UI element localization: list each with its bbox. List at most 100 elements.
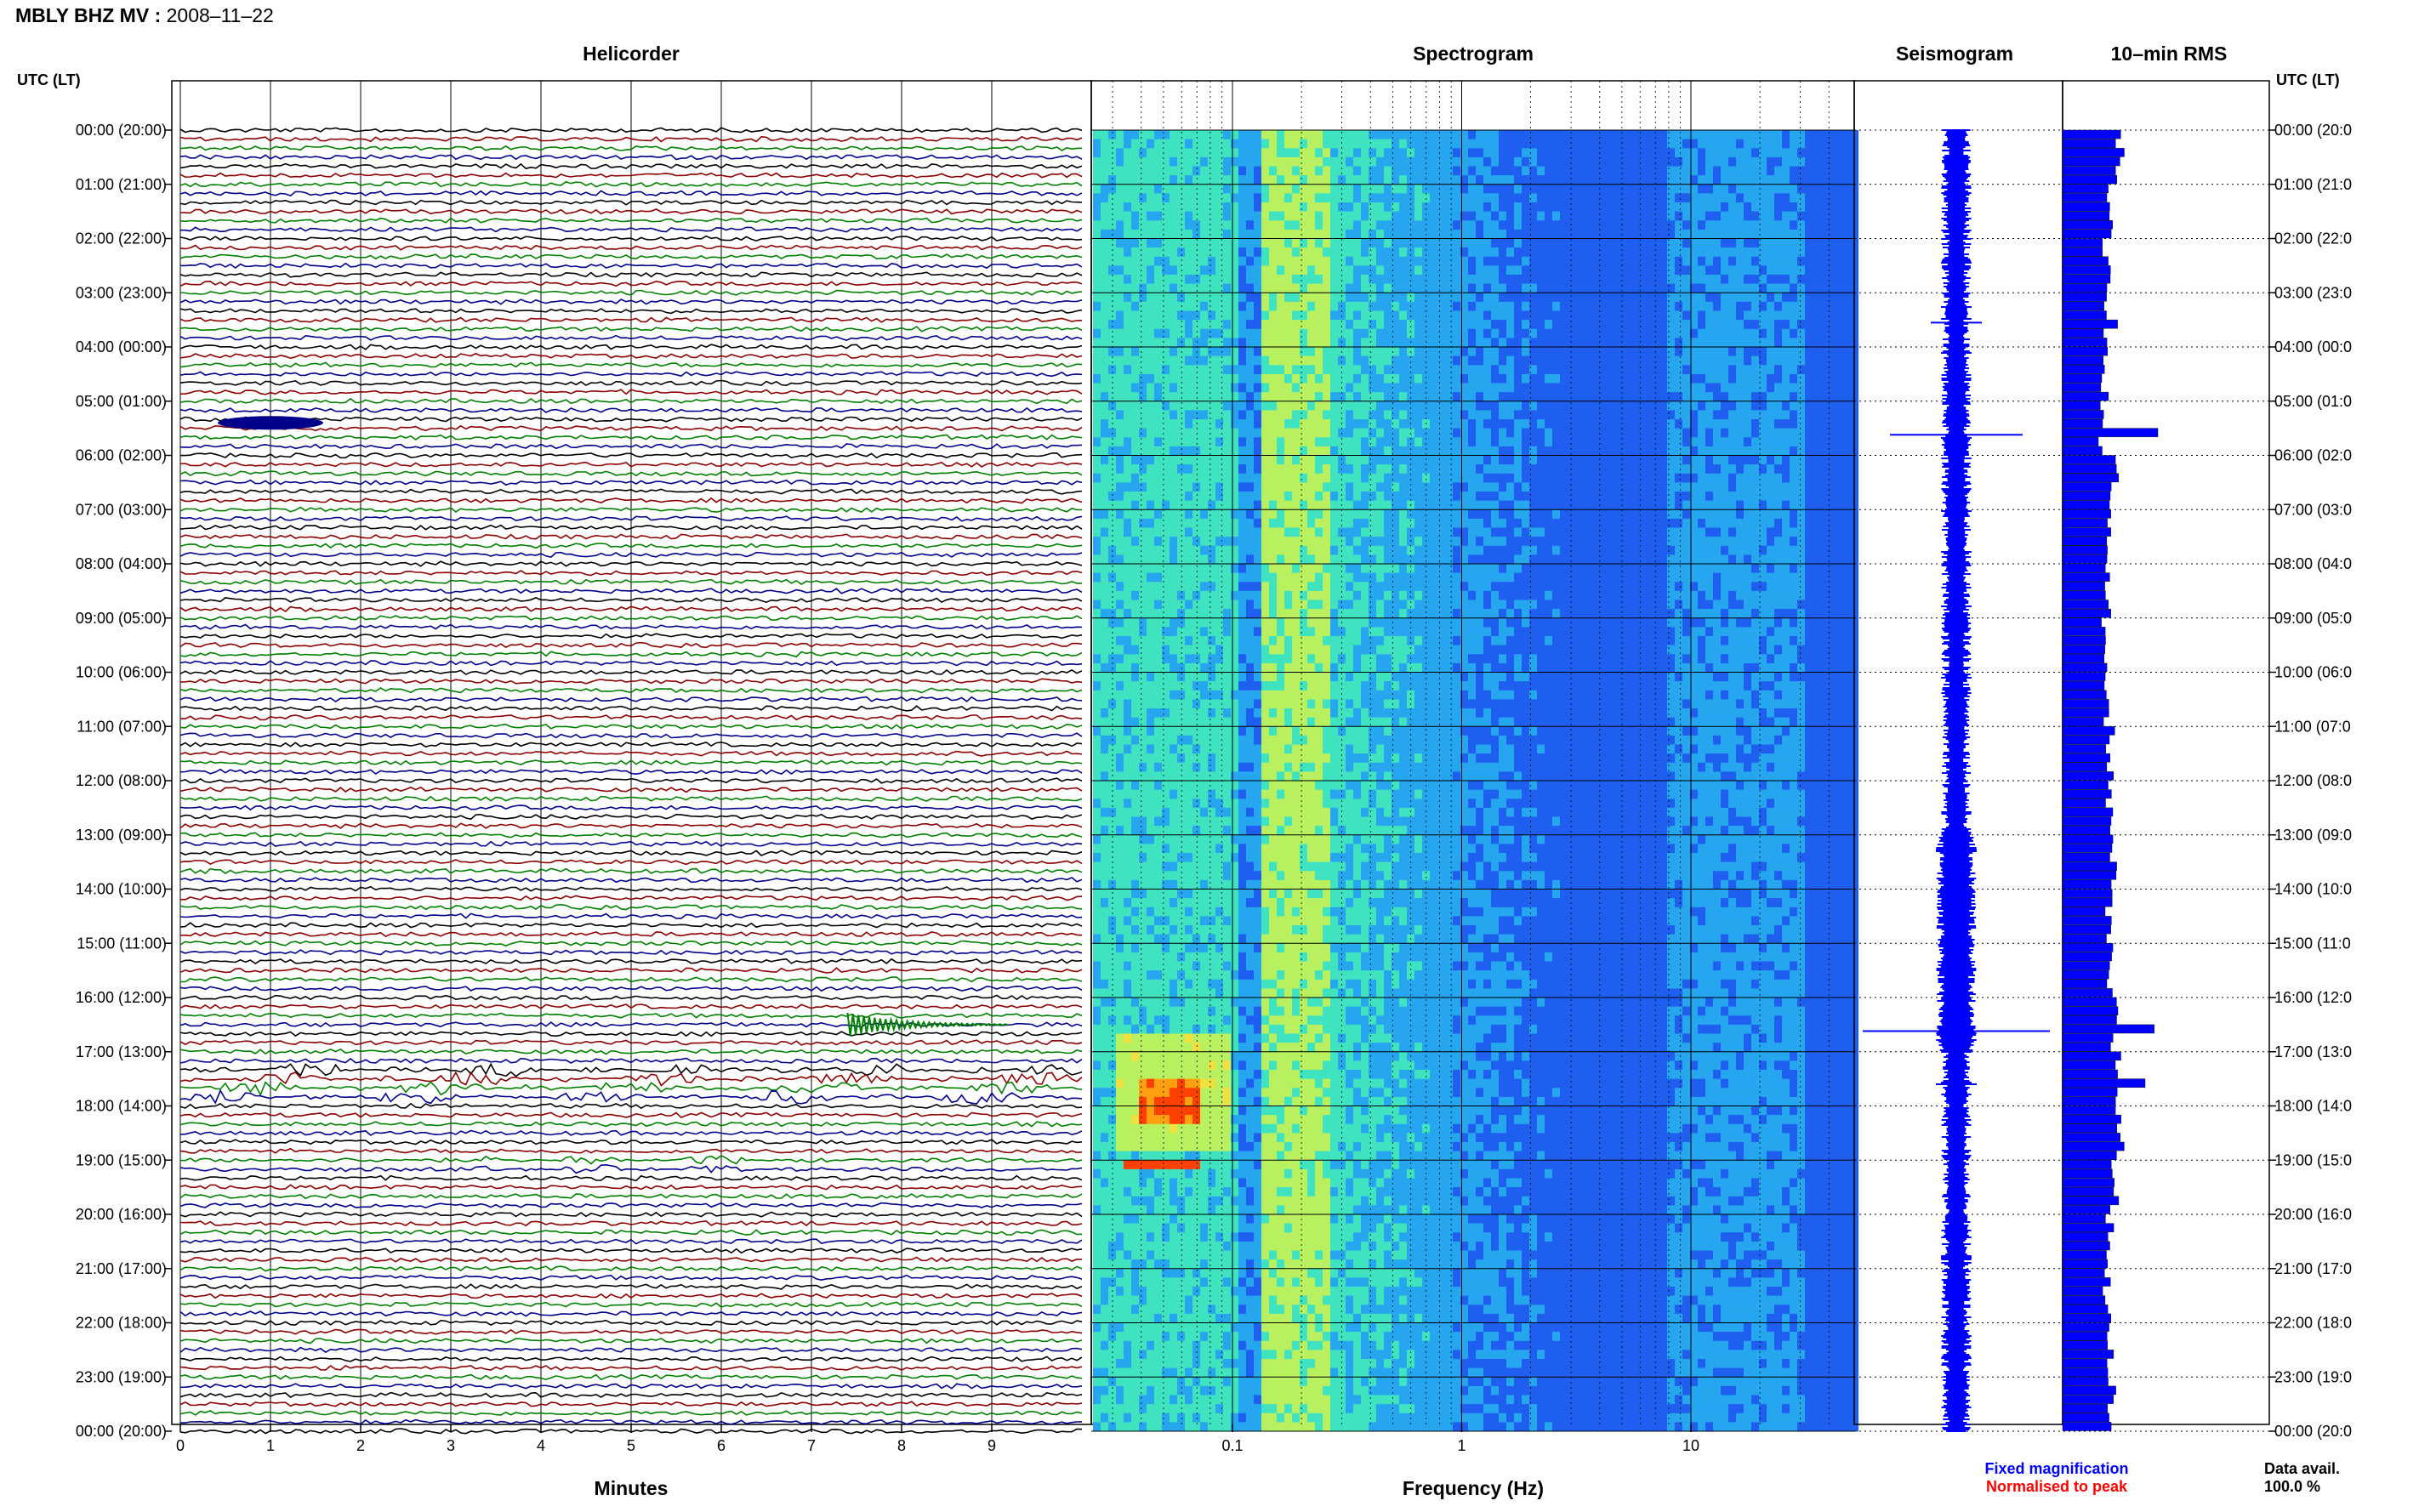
spectrogram-cell (1682, 238, 1690, 248)
spectrogram-cell (1529, 428, 1537, 438)
spectrogram-cell (1437, 166, 1445, 176)
spectrogram-cell (1767, 392, 1774, 402)
spectrogram-cell (1414, 328, 1422, 338)
spectrogram-cell (1124, 229, 1131, 239)
spectrogram-cell (1568, 202, 1575, 212)
spectrogram-cell (1767, 275, 1774, 284)
spectrogram-cell (1652, 509, 1659, 520)
spectrogram-cell (1200, 229, 1208, 239)
spectrogram-cell (1614, 492, 1621, 501)
spectrogram-cell (1200, 320, 1208, 330)
spectrogram-cell (1767, 428, 1774, 438)
spectrogram-cell (1200, 301, 1208, 311)
spectrogram-cell (1307, 247, 1315, 258)
spectrogram-cell (1790, 328, 1797, 338)
spectrogram-cell (1828, 492, 1836, 501)
spectrogram-cell (1399, 455, 1407, 465)
spectrogram-cell (1468, 139, 1476, 149)
spectrogram-cell (1782, 301, 1790, 311)
spectrogram-cell (1721, 166, 1728, 176)
spectrogram-cell (1499, 148, 1506, 158)
spectrogram-cell (1223, 537, 1231, 547)
spectrogram-cell (1208, 482, 1215, 492)
spectrogram-cell (1315, 545, 1323, 555)
spectrogram-cell (1744, 347, 1751, 356)
spectrogram-cell (1636, 527, 1644, 537)
spectrogram-cell (1476, 455, 1483, 465)
spectrogram-cell (1284, 545, 1292, 555)
spectrogram-cell (1131, 373, 1139, 384)
spectrogram-cell (1499, 419, 1506, 429)
spectrogram-cell (1820, 130, 1828, 139)
spectrogram-cell (1568, 229, 1575, 239)
spectrogram-cell (1437, 211, 1445, 221)
station-title: MBLY BHZ MV : 2008–11–22 (15, 4, 274, 26)
spectrogram-cell (1315, 310, 1323, 321)
spectrogram-cell (1797, 328, 1805, 338)
spectrogram-cell (1522, 247, 1529, 258)
spectrogram-cell (1460, 500, 1468, 510)
spectrogram-cell (1774, 347, 1782, 356)
spectrogram-cell (1353, 464, 1361, 475)
spectrogram-cell (1690, 428, 1698, 438)
spectrogram-cell (1116, 275, 1124, 284)
spectrogram-cell (1093, 166, 1101, 176)
spectrogram-cell (1307, 419, 1315, 429)
spectrogram-cell (1162, 564, 1170, 573)
spectrogram-cell (1215, 301, 1223, 311)
spectrogram-cell (1453, 338, 1460, 348)
spectrogram-cell (1583, 293, 1591, 303)
spectrogram-cell (1269, 509, 1277, 520)
spectrogram-cell (1208, 139, 1215, 149)
helicorder-trace (179, 524, 1083, 531)
spectrogram-cell (1369, 455, 1376, 465)
spectrogram-cell (1560, 545, 1568, 555)
spectrogram-cell (1621, 482, 1629, 492)
spectrogram-cell (1307, 437, 1315, 447)
spectrogram-cell (1231, 401, 1238, 411)
spectrogram-cell (1560, 130, 1568, 139)
spectrogram-cell (1215, 554, 1223, 565)
spectrogram-cell (1813, 328, 1820, 338)
spectrogram-cell (1713, 373, 1721, 384)
spectrogram-cell (1598, 175, 1606, 185)
spectrogram-cell (1820, 238, 1828, 248)
spectrogram-cell (1568, 365, 1575, 375)
spectrogram-cell (1820, 437, 1828, 447)
spectrogram-cell (1545, 527, 1552, 537)
spectrogram-cell (1116, 492, 1124, 501)
spectrogram-cell (1277, 139, 1284, 149)
spectrogram-cell (1759, 410, 1767, 420)
spectrogram-cell (1545, 175, 1552, 185)
spectrogram-cell (1292, 518, 1300, 528)
spectrogram-cell (1384, 500, 1392, 510)
spectrogram-cell (1445, 419, 1453, 429)
spectrogram-cell (1667, 355, 1675, 366)
spectrogram-cell (1820, 401, 1828, 411)
spectrogram-cell (1583, 139, 1591, 149)
spectrogram-cell (1277, 293, 1284, 303)
spectrogram-cell (1598, 518, 1606, 528)
spectrogram-cell (1828, 156, 1836, 167)
spectrogram-cell (1307, 564, 1315, 573)
spectrogram-cell (1246, 410, 1254, 420)
spectrogram-cell (1254, 166, 1261, 176)
spectrogram-cell (1445, 139, 1453, 149)
spectrogram-cell (1636, 482, 1644, 492)
spectrogram-cell (1170, 419, 1177, 429)
spectrogram-cell (1843, 509, 1851, 520)
spectrogram-cell (1437, 156, 1445, 167)
spectrogram-cell (1629, 410, 1636, 420)
spectrogram-cell (1284, 455, 1292, 465)
spectrogram-cell (1636, 211, 1644, 221)
spectrogram-cell (1170, 518, 1177, 528)
spectrogram-cell (1200, 419, 1208, 429)
spectrogram-cell (1705, 293, 1713, 303)
spectrogram-cell (1215, 518, 1223, 528)
spectrogram-cell (1568, 139, 1575, 149)
helicorder-trace (179, 1401, 1083, 1407)
spectrogram-cell (1246, 211, 1254, 221)
spectrogram-cell (1682, 392, 1690, 402)
spectrogram-cell (1575, 473, 1583, 483)
spectrogram-cell (1192, 293, 1200, 303)
